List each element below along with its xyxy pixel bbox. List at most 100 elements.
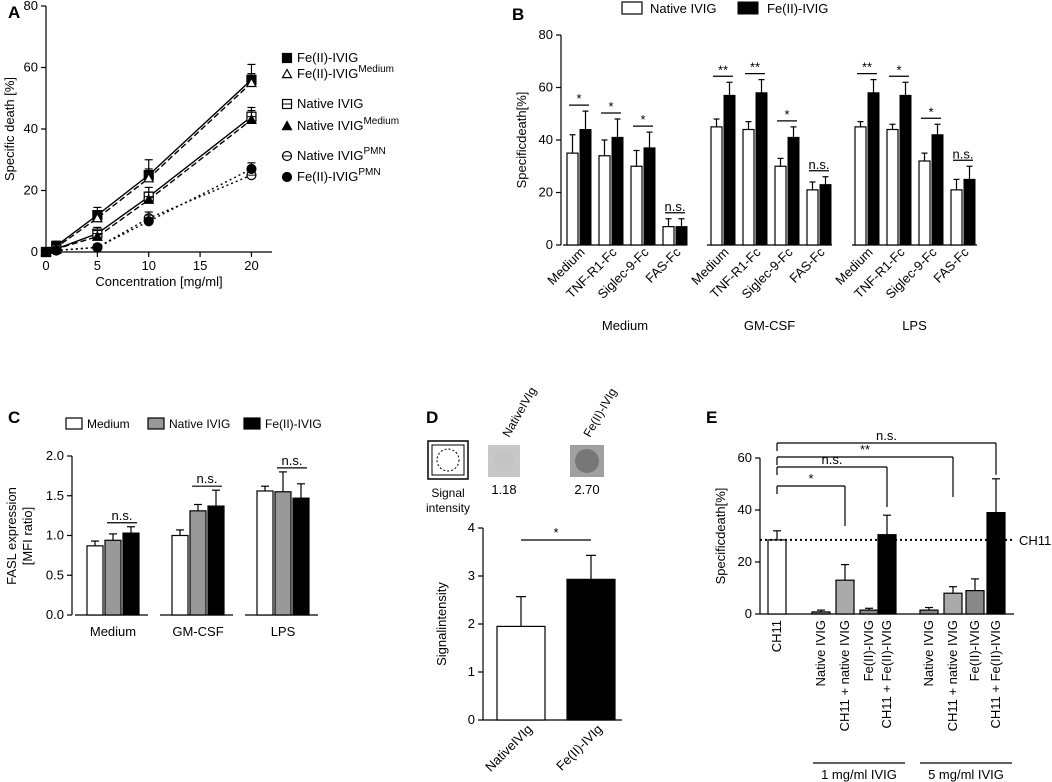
- data-point: [245, 77, 257, 88]
- bar-fe: [579, 129, 592, 246]
- bar-fe: [643, 147, 656, 246]
- reference-label: CH11: [1019, 533, 1051, 548]
- legend-label: Native IVIG: [169, 417, 230, 431]
- bar: [189, 510, 207, 616]
- y-tick-label: 2: [468, 616, 475, 631]
- legend-superscript: Medium: [363, 116, 399, 127]
- x-tick-label: CH11 + native IVIG: [837, 620, 852, 731]
- legend-name: Native IVIG: [297, 118, 363, 133]
- legend-marker: [281, 120, 293, 131]
- group-label: GM-CSF: [744, 318, 795, 333]
- series-line: [45, 82, 252, 253]
- bar-fe: [931, 134, 944, 246]
- bar: [965, 589, 985, 615]
- bar-fe: [899, 94, 912, 246]
- legend-label: Native IVIG: [650, 1, 716, 16]
- legend-swatch-native: [621, 1, 643, 15]
- data-point: [92, 242, 103, 253]
- bar: [943, 592, 963, 615]
- y-tick-label: 0.0: [46, 607, 64, 622]
- y-tick-label: 1: [468, 664, 475, 679]
- y-tick-label: 1.0: [46, 528, 64, 543]
- data-point: [51, 245, 62, 256]
- y-axis-label: Signalintensity: [434, 582, 449, 666]
- legend-name: Fe(II)-IVIG: [297, 50, 358, 65]
- x-axis-label: Concentration [mg/ml]: [95, 274, 222, 289]
- bar-fe: [723, 94, 736, 246]
- data-point: [40, 246, 52, 258]
- panel-label: B: [512, 5, 524, 24]
- y-tick-label: 60: [738, 450, 752, 465]
- legend-marker: [281, 171, 293, 183]
- group-label: 1 mg/ml IVIG: [821, 767, 897, 782]
- blot-label-line: intensity: [426, 501, 470, 515]
- x-tick-label: CH11 + Fe(II)-IVIG: [879, 620, 894, 728]
- x-tick-label: FAS-Fc: [930, 244, 972, 286]
- legend-label: Fe(II)-IVIG: [297, 50, 358, 65]
- legend-name: Native IVIG: [297, 96, 363, 111]
- bar-native: [566, 152, 579, 246]
- x-tick-label: 15: [193, 258, 207, 273]
- bar: [767, 539, 787, 615]
- data-point: [143, 172, 155, 183]
- significance-label: n.s.: [809, 157, 830, 172]
- panel-e: E 0 20 40 60 Specificdeath[%] CH11 Native IVIG C…: [706, 408, 1051, 782]
- x-tick-label: Fe(II)-IVIg: [553, 722, 605, 774]
- bar: [496, 625, 546, 721]
- bar: [104, 539, 122, 616]
- y-tick-label: 20: [738, 554, 752, 569]
- group-label: Medium: [602, 318, 648, 333]
- y-tick-label: 60: [539, 80, 553, 95]
- x-tick-label: CH11: [769, 620, 784, 652]
- y-axis-label: Specific death [%]: [2, 77, 17, 181]
- comparison-label: n.s.: [876, 428, 897, 443]
- significance-label: *: [640, 112, 645, 127]
- panel-d: D Signal intensity 1.18 2.70 NativeIVIg Fe(II)…: [426, 385, 622, 775]
- x-tick-label: NativeIVIg: [482, 722, 535, 775]
- significance-label: *: [896, 62, 901, 77]
- y-tick-label: 40: [539, 132, 553, 147]
- blot-value: 2.70: [574, 482, 599, 497]
- panel-label: A: [8, 3, 20, 22]
- legend-label: Native IVIGPMN: [297, 146, 386, 163]
- blot-inner-frame: [431, 444, 465, 476]
- significance-label: **: [750, 60, 760, 75]
- y-tick-label: 80: [539, 27, 553, 42]
- x-tick-label: LPS: [271, 624, 296, 639]
- bar-fe: [867, 92, 880, 246]
- blot-label: Signal intensity: [426, 486, 470, 515]
- data-point: [91, 230, 103, 241]
- bar: [274, 491, 292, 616]
- bar-native: [950, 189, 963, 246]
- comparison-label: n.s.: [822, 452, 843, 467]
- bar: [207, 505, 225, 616]
- x-tick-label: Medium: [90, 624, 136, 639]
- x-tick-label: FAS-Fc: [642, 244, 684, 286]
- significance-label: n.s.: [953, 146, 974, 161]
- data-point: [143, 216, 154, 227]
- significance-label: n.s.: [282, 453, 303, 468]
- x-tick-label: 0: [42, 258, 49, 273]
- x-tick-label: Fe(II)-IVIG: [967, 620, 982, 681]
- group-label: LPS: [902, 318, 927, 333]
- comparison-label: **: [860, 442, 870, 457]
- y-axis-label: FASL expression: [4, 487, 19, 585]
- group-label: 5 mg/ml IVIG: [928, 767, 1004, 782]
- y-tick-label: 3: [468, 568, 475, 583]
- bar: [811, 611, 831, 615]
- y-tick-label: 80: [24, 0, 38, 13]
- blot-spot-outline: [436, 448, 460, 472]
- legend-swatch: [147, 417, 165, 430]
- x-tick-label: Native IVIG: [921, 620, 936, 686]
- data-point: [143, 193, 155, 204]
- blot-lane-label: NativeIVIg: [499, 385, 539, 440]
- legend-swatch-fe: [737, 1, 759, 15]
- bar-native: [710, 126, 723, 246]
- data-point: [245, 114, 257, 124]
- bar-fe: [675, 226, 688, 246]
- bar: [171, 534, 189, 616]
- bar-fe: [819, 184, 832, 246]
- bar-fe: [787, 136, 800, 246]
- bar: [986, 511, 1006, 615]
